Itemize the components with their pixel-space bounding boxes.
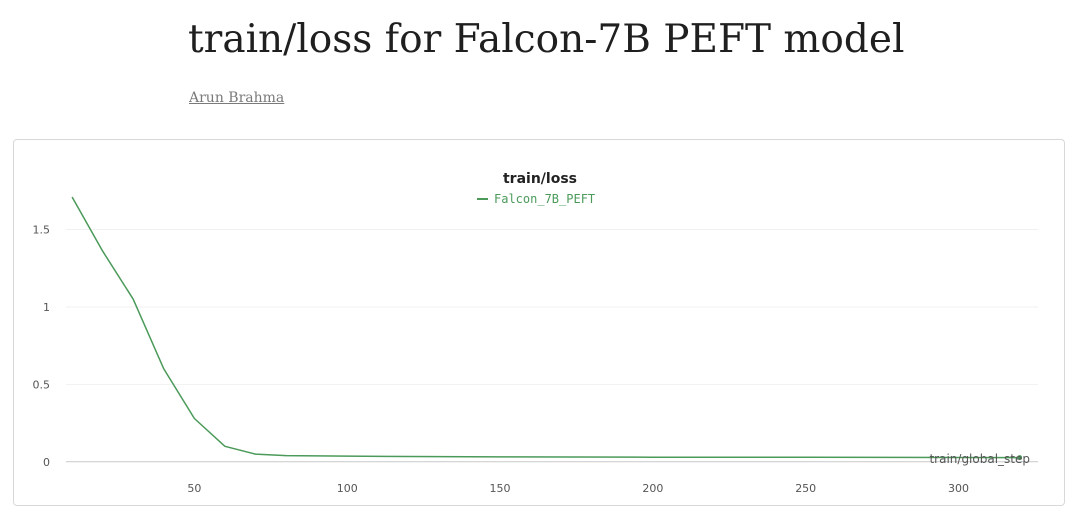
series-end-point[interactable] (1017, 455, 1023, 461)
chart-panel: train/loss Falcon_7B_PEFT 0 0.5 1 1.5 50 100 1… (13, 139, 1065, 506)
series-layer (71, 196, 1023, 461)
legend-label: Falcon_7B_PEFT (494, 192, 595, 206)
tick-layer: 0 0.5 1 1.5 50 100 150 200 250 300 (33, 224, 970, 495)
legend[interactable]: Falcon_7B_PEFT (477, 192, 595, 206)
grid-layer (66, 229, 1038, 385)
report-title: train/loss for Falcon-7B PEFT model (188, 17, 905, 62)
y-tick-label: 0.5 (33, 378, 51, 391)
y-tick-label: 0 (43, 456, 50, 469)
x-tick-label: 300 (948, 482, 969, 495)
series-line[interactable] (71, 196, 1020, 459)
x-tick-label: 50 (187, 482, 201, 495)
x-axis-label: train/global_step (929, 452, 1030, 466)
chart-svg: train/loss Falcon_7B_PEFT 0 0.5 1 1.5 50 100 1… (33, 171, 1038, 495)
x-tick-label: 150 (490, 482, 511, 495)
y-tick-label: 1.5 (33, 224, 51, 237)
author-link[interactable]: Arun Brahma (189, 90, 285, 106)
x-tick-label: 250 (795, 482, 816, 495)
y-tick-label: 1 (43, 301, 50, 314)
x-tick-label: 100 (337, 482, 358, 495)
chart-title: train/loss (503, 171, 577, 187)
x-tick-label: 200 (642, 482, 663, 495)
